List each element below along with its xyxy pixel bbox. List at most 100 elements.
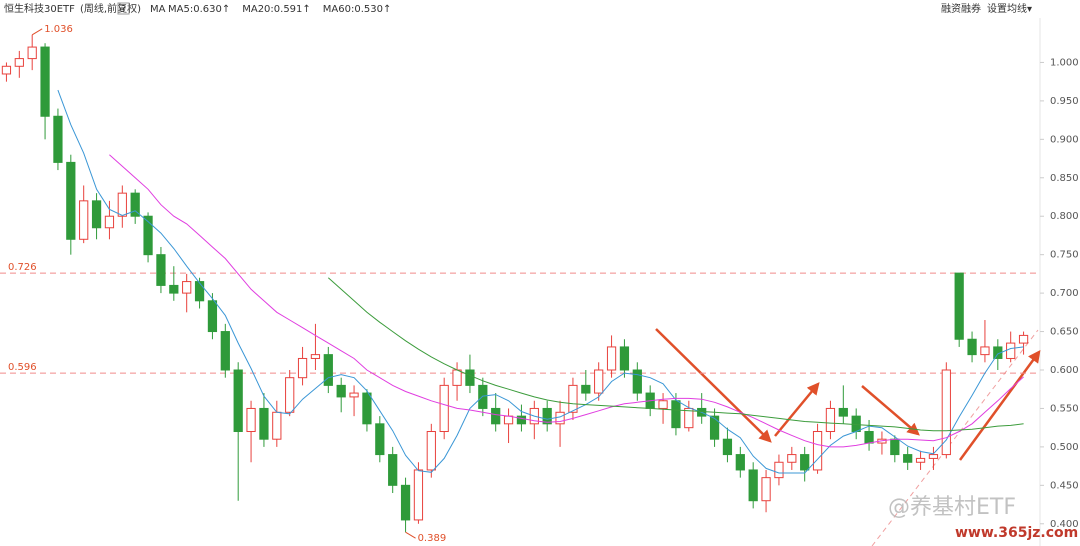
candle-body [581,384,591,394]
subtitle: (周线,前复权) [80,2,141,15]
candle-body [1018,334,1029,344]
candle-body [465,369,475,386]
candle-body [748,469,758,502]
candle-body [413,469,424,521]
extreme-label: 1.036 [44,24,73,35]
ma-line [57,89,1024,474]
candle-body [825,407,836,433]
annotations [655,328,1041,461]
y-tick-label: 0.450 [1050,480,1079,491]
candle-body [27,46,37,60]
candle-body [349,392,359,398]
watermark-url: www.365jz.com [955,525,1078,541]
candle-body [375,423,385,456]
candle-body [903,454,913,463]
candle-body [761,477,771,502]
candle-body [130,192,140,217]
candle-body [336,384,346,398]
candle-body [207,300,218,333]
candle-body [838,407,848,417]
candle-body [104,215,115,229]
candle-body [272,411,282,440]
candle-body [671,400,681,429]
candle-body [452,369,462,386]
y-tick-label: 0.850 [1050,173,1079,184]
candle-body [684,407,694,429]
candle-body [91,200,102,229]
y-tick-label: 0.400 [1050,519,1079,530]
candle-body [323,354,333,386]
arrow [958,349,1041,461]
y-tick-label: 0.900 [1050,134,1079,145]
candle-body [14,58,24,67]
candle-body [658,400,668,409]
candle-body [568,384,578,413]
candle-body [812,431,823,471]
arrow [655,328,772,443]
candle-body [182,281,192,294]
candle-body [220,331,230,371]
candle-body [619,346,630,371]
watermark: @养基村ETF [888,495,1016,520]
button[interactable]: 设置均线▾ [987,2,1032,15]
legend-entry: MA5:0.630↑ [168,4,230,15]
candle-body [915,457,926,463]
help[interactable]: ? [121,4,126,15]
candle-body [400,484,411,521]
candle-body [890,438,900,456]
candle-body [156,254,166,286]
extreme-label: 0.389 [418,533,447,544]
candle-body [864,431,874,444]
reference-label: 0.726 [8,262,37,273]
arrow [861,385,920,436]
candle-body [285,377,295,413]
candle-body [542,407,552,425]
reference-label: 0.596 [8,362,37,373]
candle-body [735,454,745,471]
arrow [774,382,820,437]
candle-body [980,346,990,356]
candle-body [606,346,617,371]
button[interactable]: 融资融券 [941,2,981,15]
ma-line [109,154,1024,448]
candle-body [297,357,308,379]
candle-body [362,392,372,425]
candle-body [851,415,861,433]
title: 恒生科技30ETF [4,2,75,15]
legend-entry: MA20:0.591↑ [242,4,311,15]
candle-body [388,454,398,486]
candle-body [941,369,951,456]
candle-body [632,369,642,394]
ma-label: MA [150,4,166,15]
candle-body [774,461,784,479]
y-tick-label: 0.600 [1050,365,1079,376]
y-tick-label: 0.950 [1050,96,1079,107]
extreme-pointer [405,531,416,539]
candle-body [426,431,436,471]
candle-body [1,65,12,75]
y-tick-label: 1.000 [1050,57,1079,68]
candle-body [967,338,977,356]
y-tick-label: 0.650 [1050,327,1079,338]
candle-body [478,384,488,409]
candle-body [40,46,50,117]
candle-body [143,215,153,256]
candle-body [787,454,797,463]
candle-body [439,384,449,433]
extreme-pointer [31,28,43,36]
y-tick-label: 0.700 [1050,288,1079,299]
candle-body [169,284,179,294]
legend-entry: MA60:0.530↑ [323,4,392,15]
candle-body [594,369,604,394]
y-tick-label: 0.500 [1050,442,1079,453]
y-tick-label: 0.550 [1050,403,1079,414]
candle-body [310,354,321,359]
help-box[interactable] [117,2,130,15]
candle-body [66,161,76,240]
header: 恒生科技30ETF (周线,前复权) ? MA 融资融券 设置均线▾ [4,2,1032,15]
candle-body [117,192,127,217]
candle-body [491,407,501,425]
candle-body [709,415,720,440]
y-tick-label: 0.750 [1050,250,1079,261]
